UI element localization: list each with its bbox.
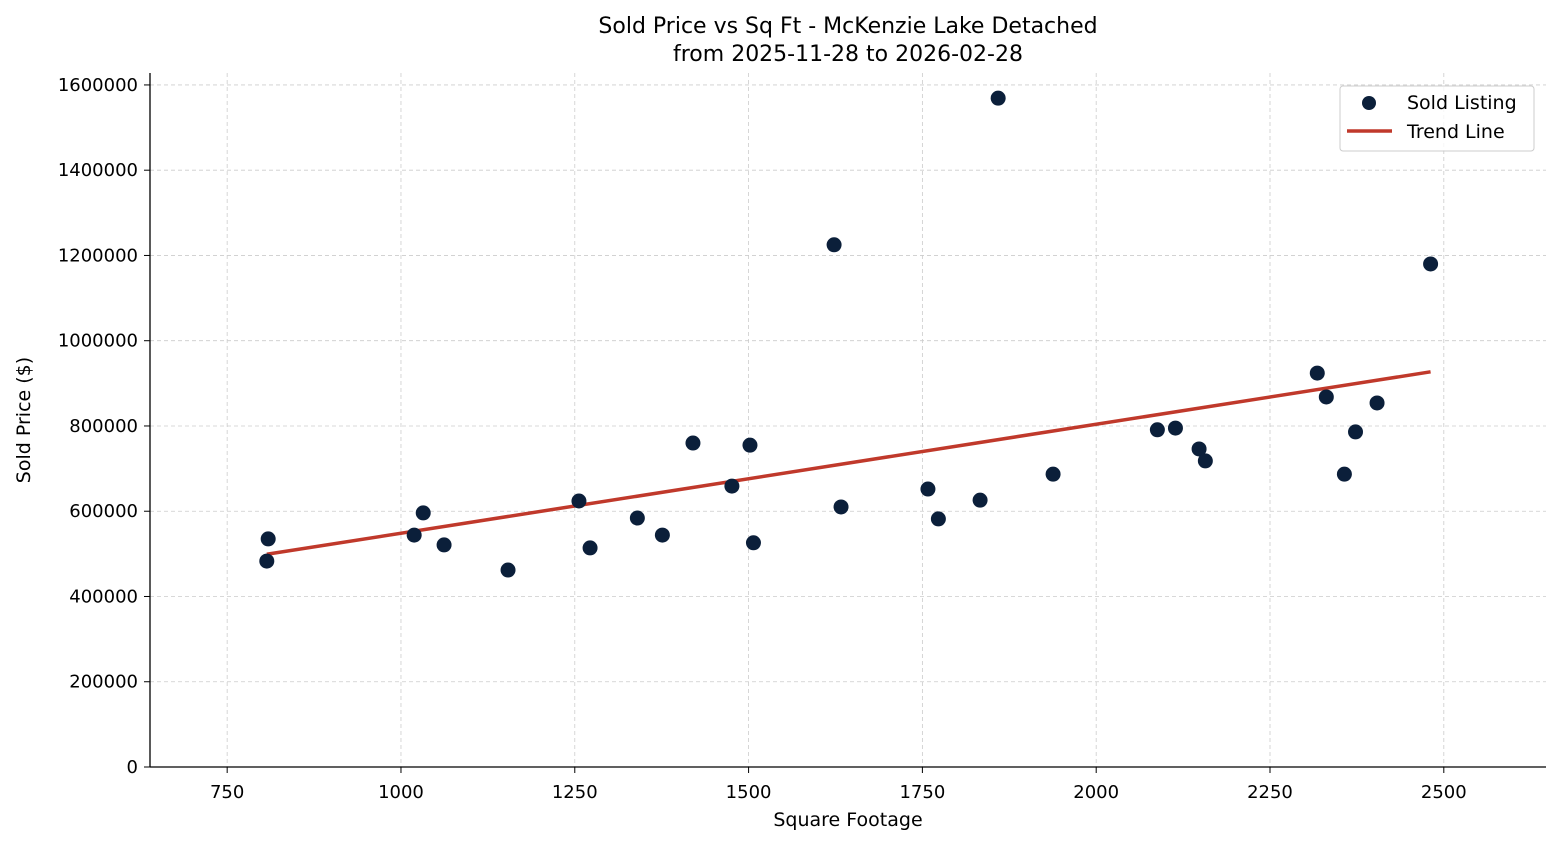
x-tick-label: 1750	[899, 782, 945, 803]
y-tick-label: 600000	[69, 501, 138, 522]
data-point	[1310, 366, 1325, 381]
ticks: 750 1000 1250 1500 1750 2000 2250 2500 0 200000 40…	[58, 75, 1467, 803]
y-tick-label: 400000	[69, 586, 138, 607]
y-tick-label: 0	[127, 757, 138, 778]
x-tick-label: 2500	[1421, 782, 1467, 803]
data-point	[742, 438, 757, 453]
data-point	[1150, 422, 1165, 437]
data-point	[1370, 395, 1385, 410]
y-tick-label: 800000	[69, 416, 138, 437]
data-point	[1046, 467, 1061, 482]
y-axis-label: Sold Price ($)	[13, 357, 35, 483]
x-tick-label: 750	[210, 782, 244, 803]
chart-subtitle: from 2025-11-28 to 2026-02-28	[673, 42, 1023, 67]
x-tick-label: 1000	[378, 782, 424, 803]
data-point	[630, 511, 645, 526]
chart-title: Sold Price vs Sq Ft - McKenzie Lake Deta…	[598, 14, 1097, 39]
data-point	[1423, 256, 1438, 271]
x-tick-label: 1500	[726, 782, 772, 803]
trend-line-layer	[267, 372, 1431, 554]
data-point	[1337, 467, 1352, 482]
legend: Sold Listing Trend Line	[1340, 86, 1534, 151]
y-tick-label: 1200000	[58, 245, 138, 266]
x-tick-label: 2250	[1247, 782, 1293, 803]
y-tick-label: 200000	[69, 672, 138, 693]
y-tick-label: 1000000	[58, 331, 138, 352]
trend-line	[267, 372, 1431, 554]
data-point	[1348, 424, 1363, 439]
points-layer	[259, 91, 1438, 578]
data-point	[407, 528, 422, 543]
data-point	[827, 237, 842, 252]
data-point	[437, 537, 452, 552]
grid	[150, 73, 1546, 767]
data-point	[583, 540, 598, 555]
y-tick-label: 1600000	[58, 75, 138, 96]
legend-label-trend-line: Trend Line	[1406, 121, 1505, 143]
y-tick-label: 1400000	[58, 160, 138, 181]
data-point	[685, 436, 700, 451]
data-point	[931, 511, 946, 526]
data-point	[1319, 389, 1334, 404]
data-point	[1198, 453, 1213, 468]
data-point	[261, 531, 276, 546]
legend-label-sold-listing: Sold Listing	[1407, 92, 1517, 114]
data-point	[834, 499, 849, 514]
data-point	[991, 91, 1006, 106]
data-point	[746, 535, 761, 550]
legend-marker-sold-listing	[1362, 96, 1376, 110]
x-tick-label: 1250	[552, 782, 598, 803]
data-point	[655, 528, 670, 543]
data-point	[501, 563, 516, 578]
data-point	[571, 493, 586, 508]
x-axis-label: Square Footage	[773, 809, 922, 831]
data-point	[416, 505, 431, 520]
data-point	[724, 479, 739, 494]
data-point	[973, 493, 988, 508]
data-point	[259, 554, 274, 569]
data-point	[920, 482, 935, 497]
x-tick-label: 2000	[1073, 782, 1119, 803]
data-point	[1168, 421, 1183, 436]
